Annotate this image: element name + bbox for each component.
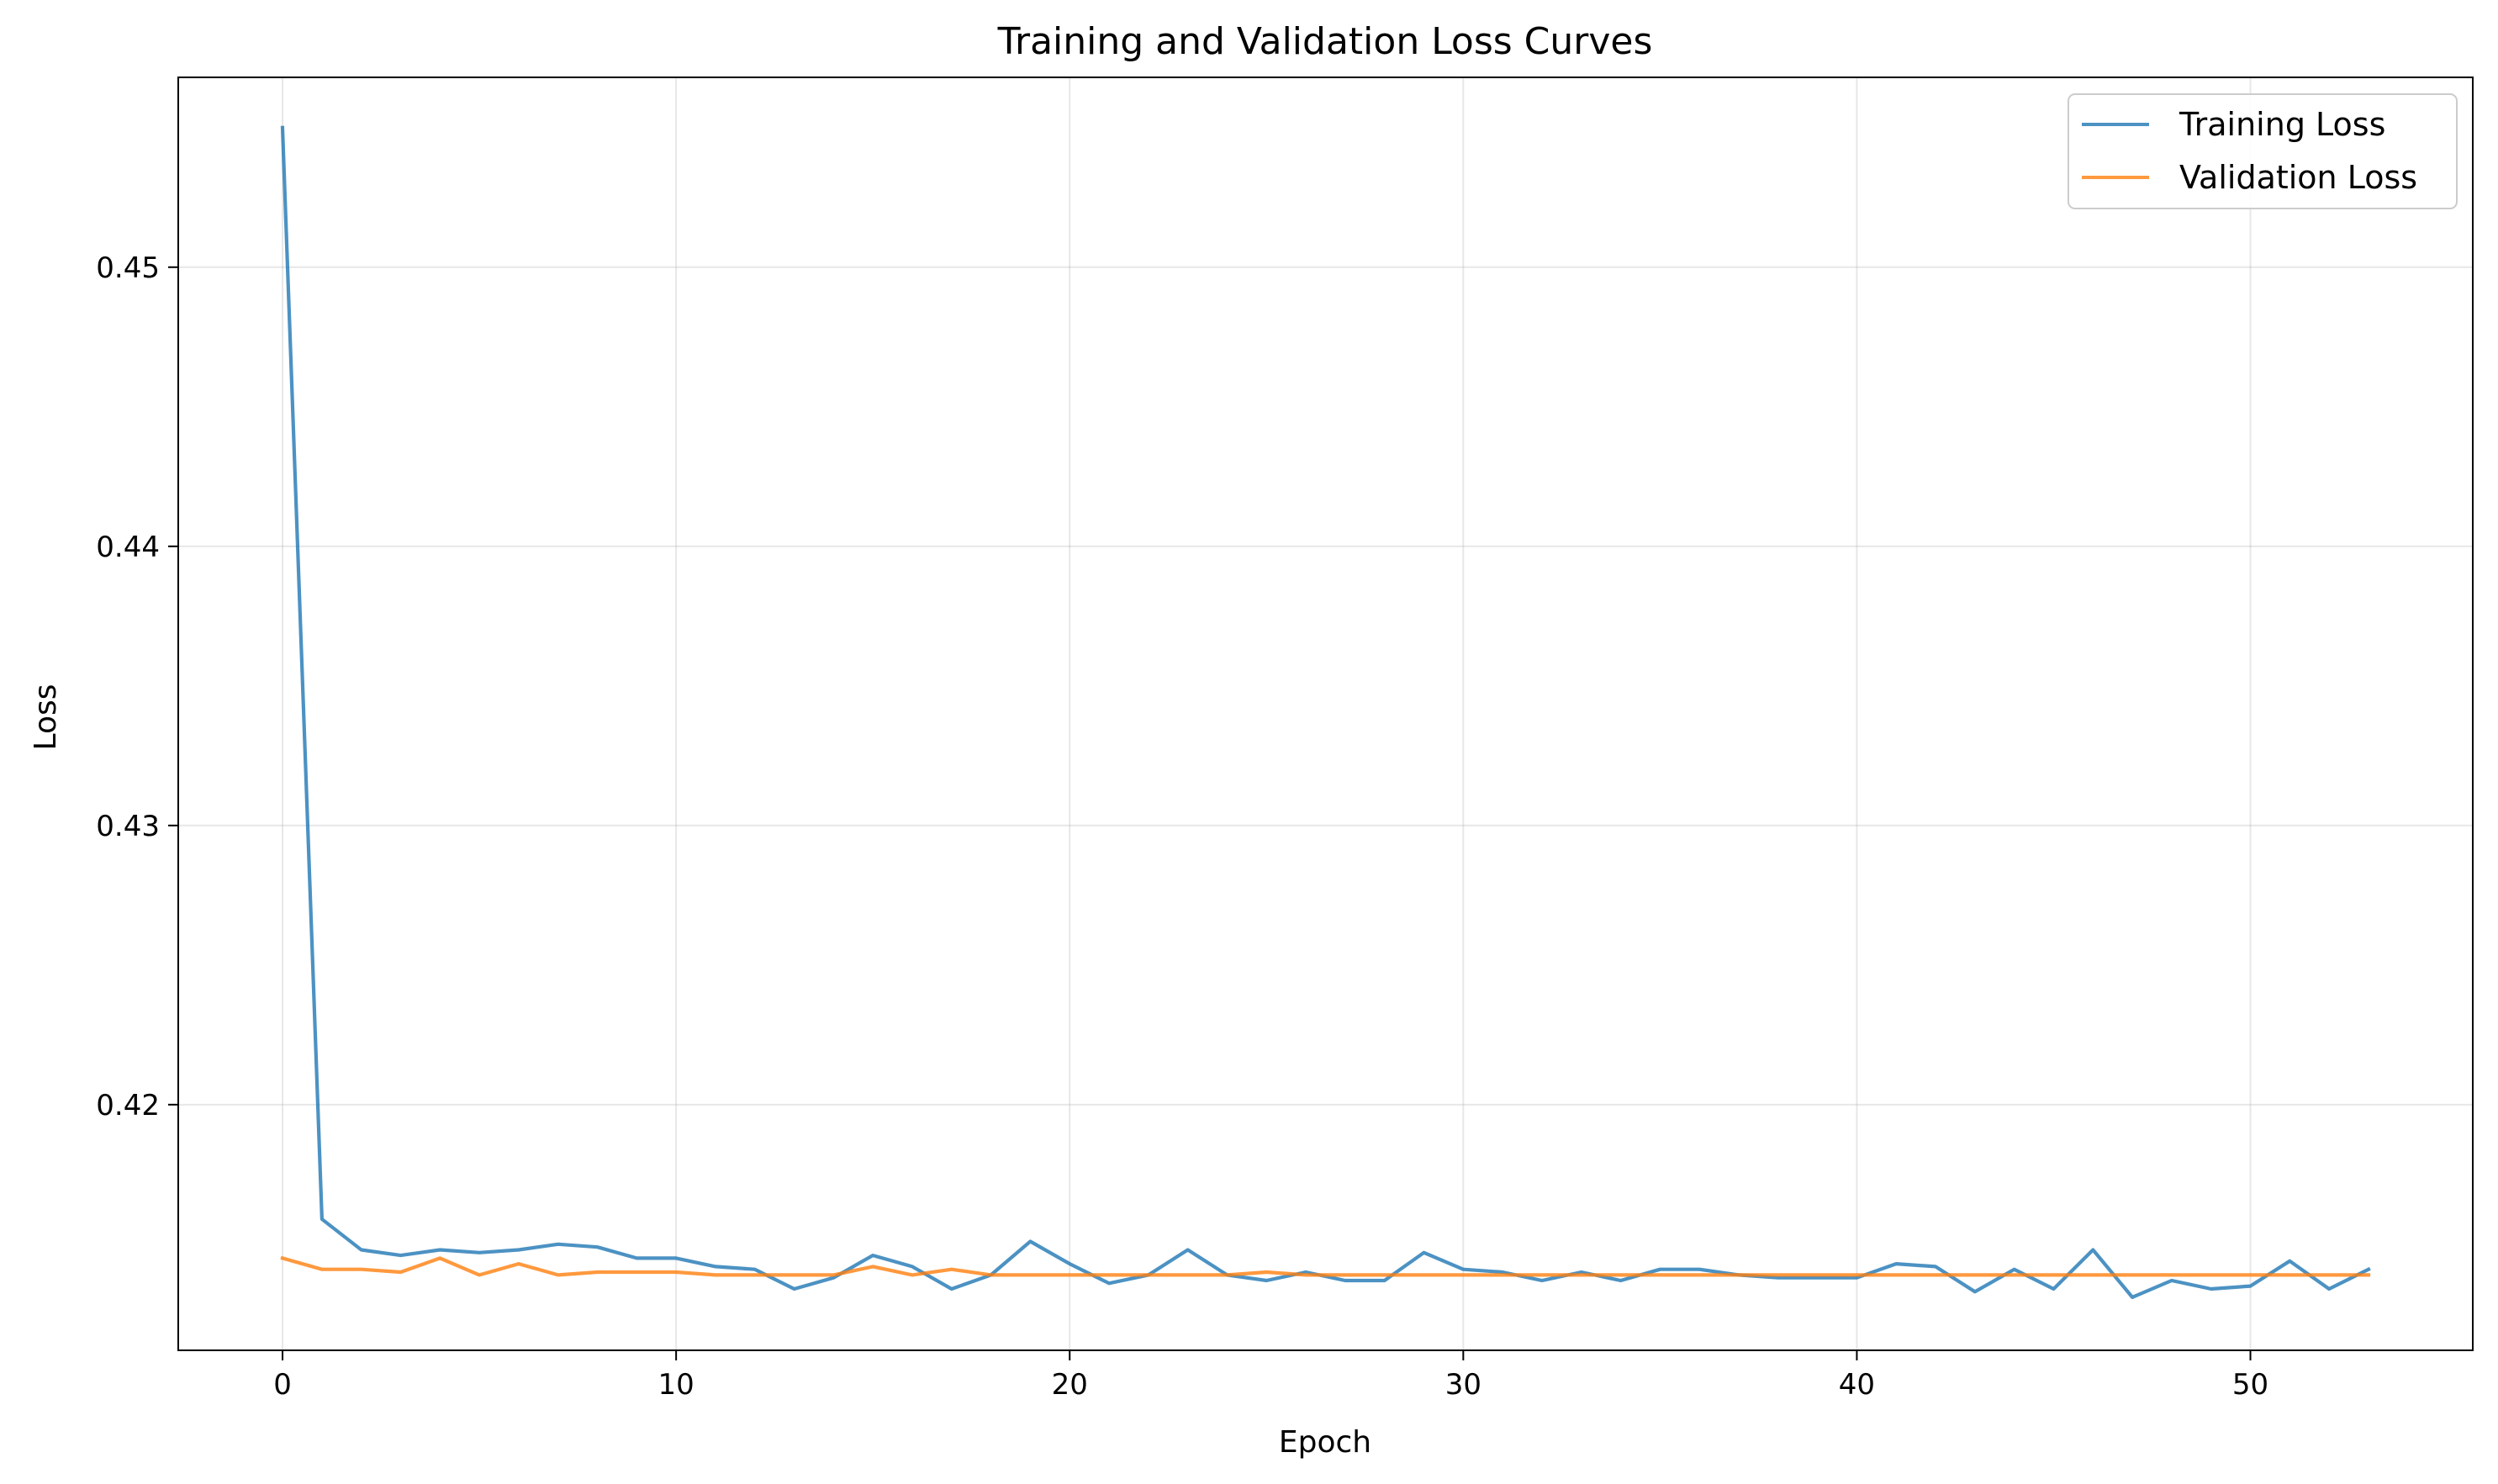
x-tick-label: 40 <box>1839 1368 1875 1402</box>
x-tick-label: 20 <box>1052 1368 1088 1402</box>
chart-title: Training and Validation Loss Curves <box>997 20 1653 63</box>
x-axis-ticks: 0 10 20 30 40 50 <box>273 1350 2268 1402</box>
x-tick-label: 50 <box>2232 1368 2268 1402</box>
x-axis-title: Epoch <box>1279 1425 1371 1460</box>
y-tick-label: 0.45 <box>96 251 160 285</box>
legend-box <box>2068 93 2458 209</box>
legend: Training Loss Validation Loss <box>2068 93 2458 209</box>
grid-lines <box>178 77 2473 1350</box>
y-tick-label: 0.44 <box>96 531 160 564</box>
y-tick-label: 0.43 <box>96 810 160 843</box>
x-tick-label: 10 <box>658 1368 694 1402</box>
legend-label-training-loss: Training Loss <box>2178 106 2385 143</box>
plot-frame <box>177 77 2474 1351</box>
series-line-validation-loss <box>280 1255 2371 1277</box>
x-tick-label: 0 <box>273 1368 292 1402</box>
y-axis-title: Loss <box>29 684 63 751</box>
y-axis-ticks: 0.42 0.43 0.44 0.45 <box>96 251 178 1122</box>
series-lines <box>280 125 2371 1300</box>
y-tick-label: 0.42 <box>96 1089 160 1122</box>
x-tick-label: 30 <box>1445 1368 1481 1402</box>
legend-label-validation-loss: Validation Loss <box>2179 159 2417 196</box>
